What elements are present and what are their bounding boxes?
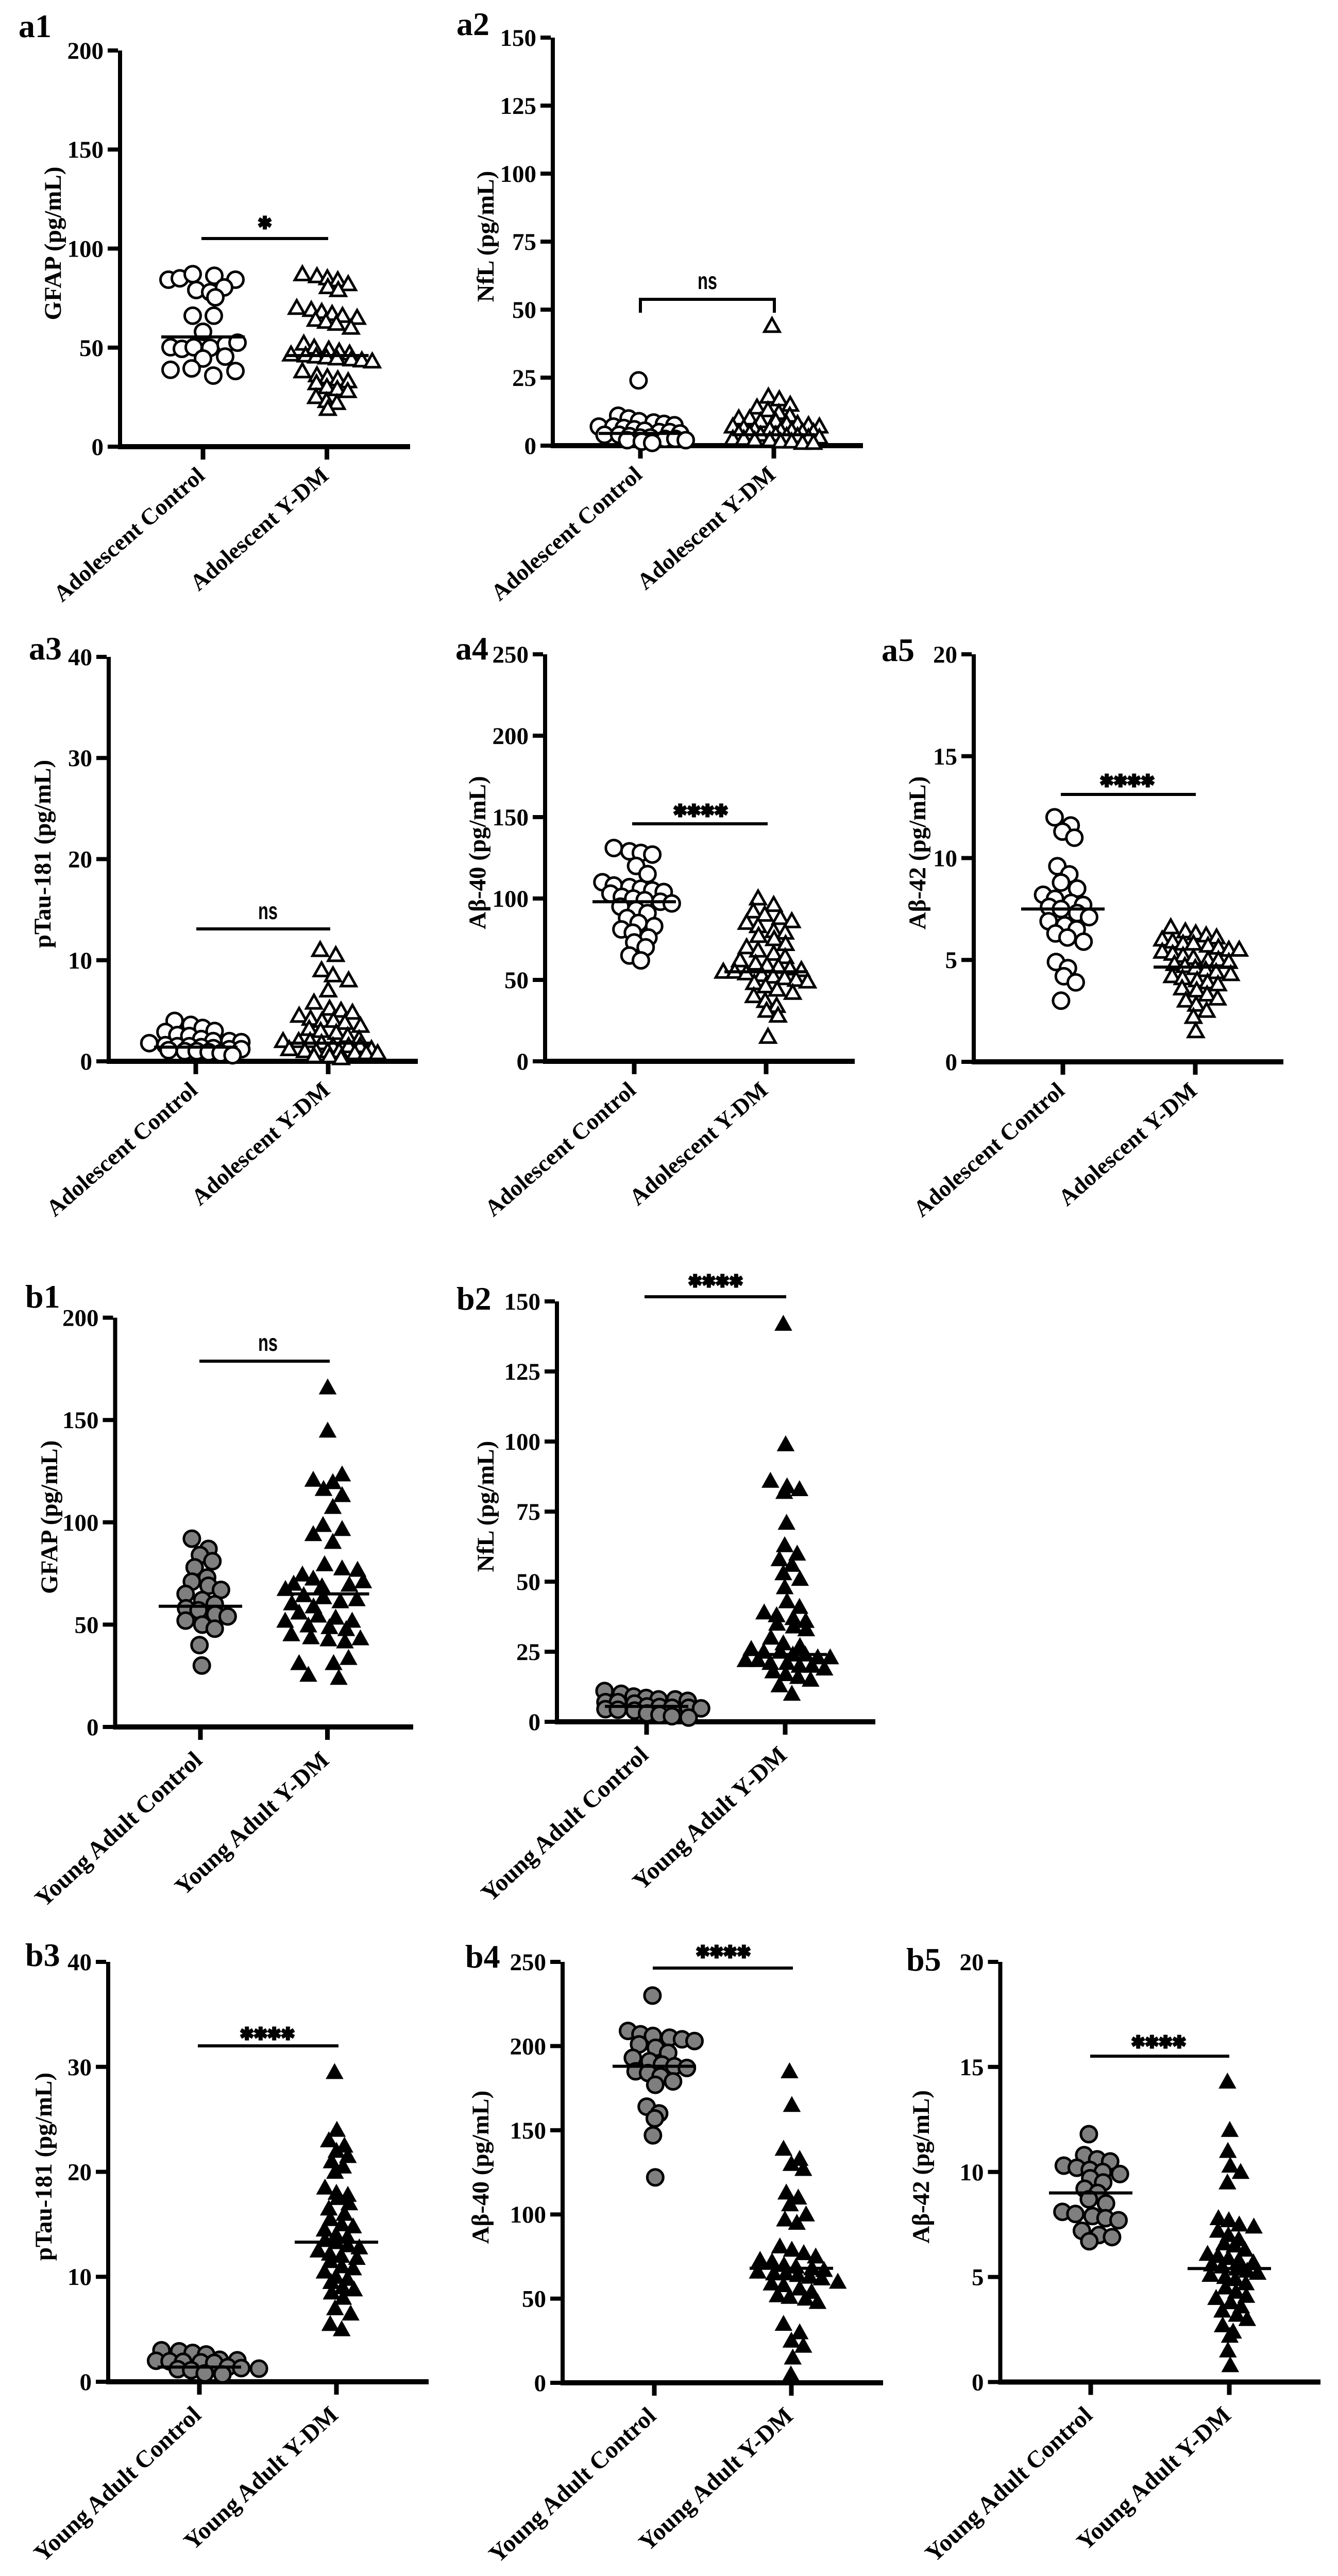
- svg-text:a1: a1: [19, 8, 52, 44]
- svg-text:250: 250: [510, 1949, 547, 1976]
- svg-text:150: 150: [510, 2117, 547, 2144]
- svg-text:b3: b3: [25, 1937, 60, 1973]
- svg-text:b4: b4: [465, 1938, 500, 1975]
- svg-text:150: 150: [62, 1407, 99, 1434]
- svg-text:20: 20: [933, 641, 957, 668]
- svg-text:40: 40: [67, 1949, 92, 1976]
- svg-text:100: 100: [510, 2201, 547, 2228]
- svg-text:75: 75: [512, 229, 536, 256]
- svg-text:200: 200: [493, 723, 529, 750]
- svg-text:150: 150: [500, 25, 537, 52]
- svg-text:NfL (pg/mL): NfL (pg/mL): [472, 171, 499, 302]
- svg-text:150: 150: [504, 1289, 541, 1315]
- svg-text:150: 150: [67, 137, 104, 163]
- svg-text:150: 150: [493, 804, 529, 831]
- svg-text:0: 0: [87, 1714, 99, 1741]
- svg-text:ns: ns: [258, 1329, 278, 1356]
- svg-text:40: 40: [68, 644, 92, 671]
- svg-text:50: 50: [79, 335, 104, 362]
- svg-text:50: 50: [516, 1569, 540, 1596]
- svg-text:10: 10: [933, 845, 957, 872]
- svg-text:0: 0: [529, 1709, 541, 1736]
- svg-text:100: 100: [493, 886, 529, 912]
- svg-text:75: 75: [516, 1499, 540, 1526]
- svg-text:10: 10: [960, 2159, 984, 2186]
- svg-text:ns: ns: [258, 897, 278, 924]
- svg-text:GFAP (pg/mL): GFAP (pg/mL): [40, 166, 66, 320]
- svg-text:a2: a2: [456, 6, 489, 42]
- svg-text:Aβ-40 (pg/mL): Aβ-40 (pg/mL): [467, 2091, 494, 2244]
- svg-text:0: 0: [80, 2369, 92, 2396]
- svg-text:200: 200: [62, 1305, 99, 1332]
- svg-text:ns: ns: [698, 267, 717, 294]
- svg-text:pTau-181 (pg/mL): pTau-181 (pg/mL): [30, 2073, 57, 2261]
- svg-text:b2: b2: [456, 1280, 492, 1317]
- svg-text:b5: b5: [906, 1941, 941, 1978]
- svg-text:5: 5: [945, 947, 958, 974]
- svg-text:125: 125: [500, 93, 537, 120]
- svg-text:25: 25: [512, 365, 536, 392]
- svg-text:20: 20: [68, 846, 92, 873]
- svg-text:0: 0: [80, 1048, 93, 1075]
- svg-text:25: 25: [516, 1639, 540, 1666]
- svg-text:50: 50: [522, 2286, 546, 2313]
- svg-text:20: 20: [960, 1949, 984, 1976]
- svg-text:NfL (pg/mL): NfL (pg/mL): [472, 1441, 499, 1572]
- svg-text:a4: a4: [455, 630, 488, 667]
- svg-text:Aβ-42 (pg/mL): Aβ-42 (pg/mL): [908, 2090, 935, 2244]
- svg-text:50: 50: [75, 1612, 99, 1638]
- svg-text:15: 15: [933, 743, 957, 770]
- svg-text:pTau-181 (pg/mL): pTau-181 (pg/mL): [29, 760, 56, 948]
- svg-text:30: 30: [67, 2054, 92, 2081]
- svg-text:a3: a3: [29, 630, 62, 667]
- svg-text:100: 100: [504, 1429, 541, 1455]
- svg-text:20: 20: [67, 2159, 92, 2186]
- svg-text:Aβ-42 (pg/mL): Aβ-42 (pg/mL): [904, 776, 931, 930]
- svg-text:0: 0: [534, 2370, 547, 2397]
- svg-text:0: 0: [524, 433, 537, 460]
- svg-text:10: 10: [68, 947, 92, 974]
- svg-text:125: 125: [504, 1359, 541, 1385]
- svg-text:0: 0: [945, 1049, 958, 1076]
- svg-text:b1: b1: [25, 1278, 60, 1315]
- svg-text:30: 30: [68, 745, 92, 772]
- svg-text:0: 0: [517, 1048, 529, 1075]
- svg-text:250: 250: [493, 641, 529, 668]
- svg-text:50: 50: [512, 297, 536, 324]
- svg-text:0: 0: [972, 2369, 984, 2396]
- svg-text:50: 50: [504, 967, 529, 994]
- svg-text:Aβ-40 (pg/mL): Aβ-40 (pg/mL): [464, 776, 491, 929]
- svg-text:10: 10: [67, 2264, 92, 2291]
- svg-text:0: 0: [92, 434, 104, 461]
- svg-text:15: 15: [960, 2054, 984, 2081]
- svg-text:100: 100: [62, 1510, 99, 1536]
- svg-text:GFAP (pg/mL): GFAP (pg/mL): [36, 1440, 63, 1594]
- svg-text:a5: a5: [882, 632, 914, 668]
- svg-text:100: 100: [67, 236, 104, 263]
- svg-text:5: 5: [972, 2264, 984, 2291]
- svg-text:200: 200: [67, 38, 104, 64]
- svg-text:200: 200: [510, 2033, 547, 2060]
- svg-text:100: 100: [500, 161, 537, 188]
